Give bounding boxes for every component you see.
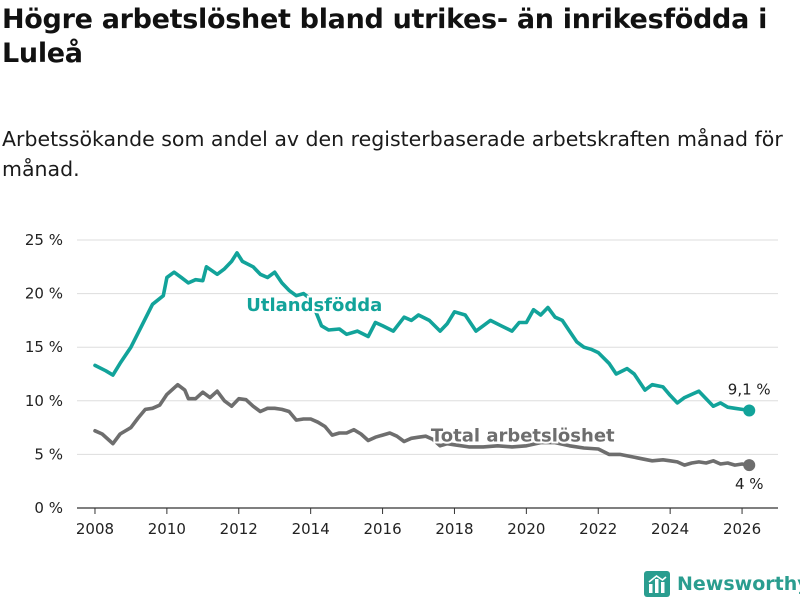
y-tick-label: 15 % <box>25 338 63 356</box>
series-line-utlandsfodda <box>93 251 751 413</box>
y-tick-label: 0 % <box>34 499 63 517</box>
chart-labels: 0 % 5 % 10 % 15 % 20 % 25 % 2008 2010 2012 2014 20… <box>25 231 771 538</box>
x-tick-label: 2016 <box>363 520 401 538</box>
chart-subtitle: Arbetssökande som andel av den registerb… <box>2 127 783 181</box>
brand-name: Newsworthy <box>677 573 800 595</box>
end-point-total <box>743 459 756 472</box>
end-point-utlandsfodda <box>743 404 756 417</box>
series-label-total: Total arbetslöshet <box>431 426 615 447</box>
series-lines <box>93 251 756 472</box>
y-tick-label: 25 % <box>25 231 63 249</box>
series-line-total <box>93 382 751 467</box>
series-label-utlandsfodda: Utlandsfödda <box>246 295 382 316</box>
brand-logo[interactable]: Newsworthy <box>644 569 800 599</box>
y-tick-label: 10 % <box>25 392 63 410</box>
x-tick-label: 2018 <box>435 520 473 538</box>
y-tick-label: 20 % <box>25 285 63 303</box>
y-tick-label: 5 % <box>34 445 63 463</box>
x-tick-label: 2022 <box>579 520 617 538</box>
x-tick-label: 2014 <box>292 520 330 538</box>
x-tick-label: 2010 <box>148 520 186 538</box>
end-label-total: 4 % <box>735 475 764 493</box>
x-tick-label: 2008 <box>76 520 114 538</box>
page-title: Högre arbetslöshet bland utrikes- än inr… <box>2 4 768 69</box>
end-label-utlandsfodda: 9,1 % <box>728 380 771 398</box>
x-tick-label: 2012 <box>220 520 258 538</box>
x-tick-label: 2024 <box>651 520 689 538</box>
x-tick-label: 2020 <box>507 520 545 538</box>
gridlines <box>77 239 778 509</box>
x-axis <box>94 508 743 514</box>
newsworthy-logo-icon <box>644 571 670 597</box>
x-tick-label: 2026 <box>723 520 761 538</box>
